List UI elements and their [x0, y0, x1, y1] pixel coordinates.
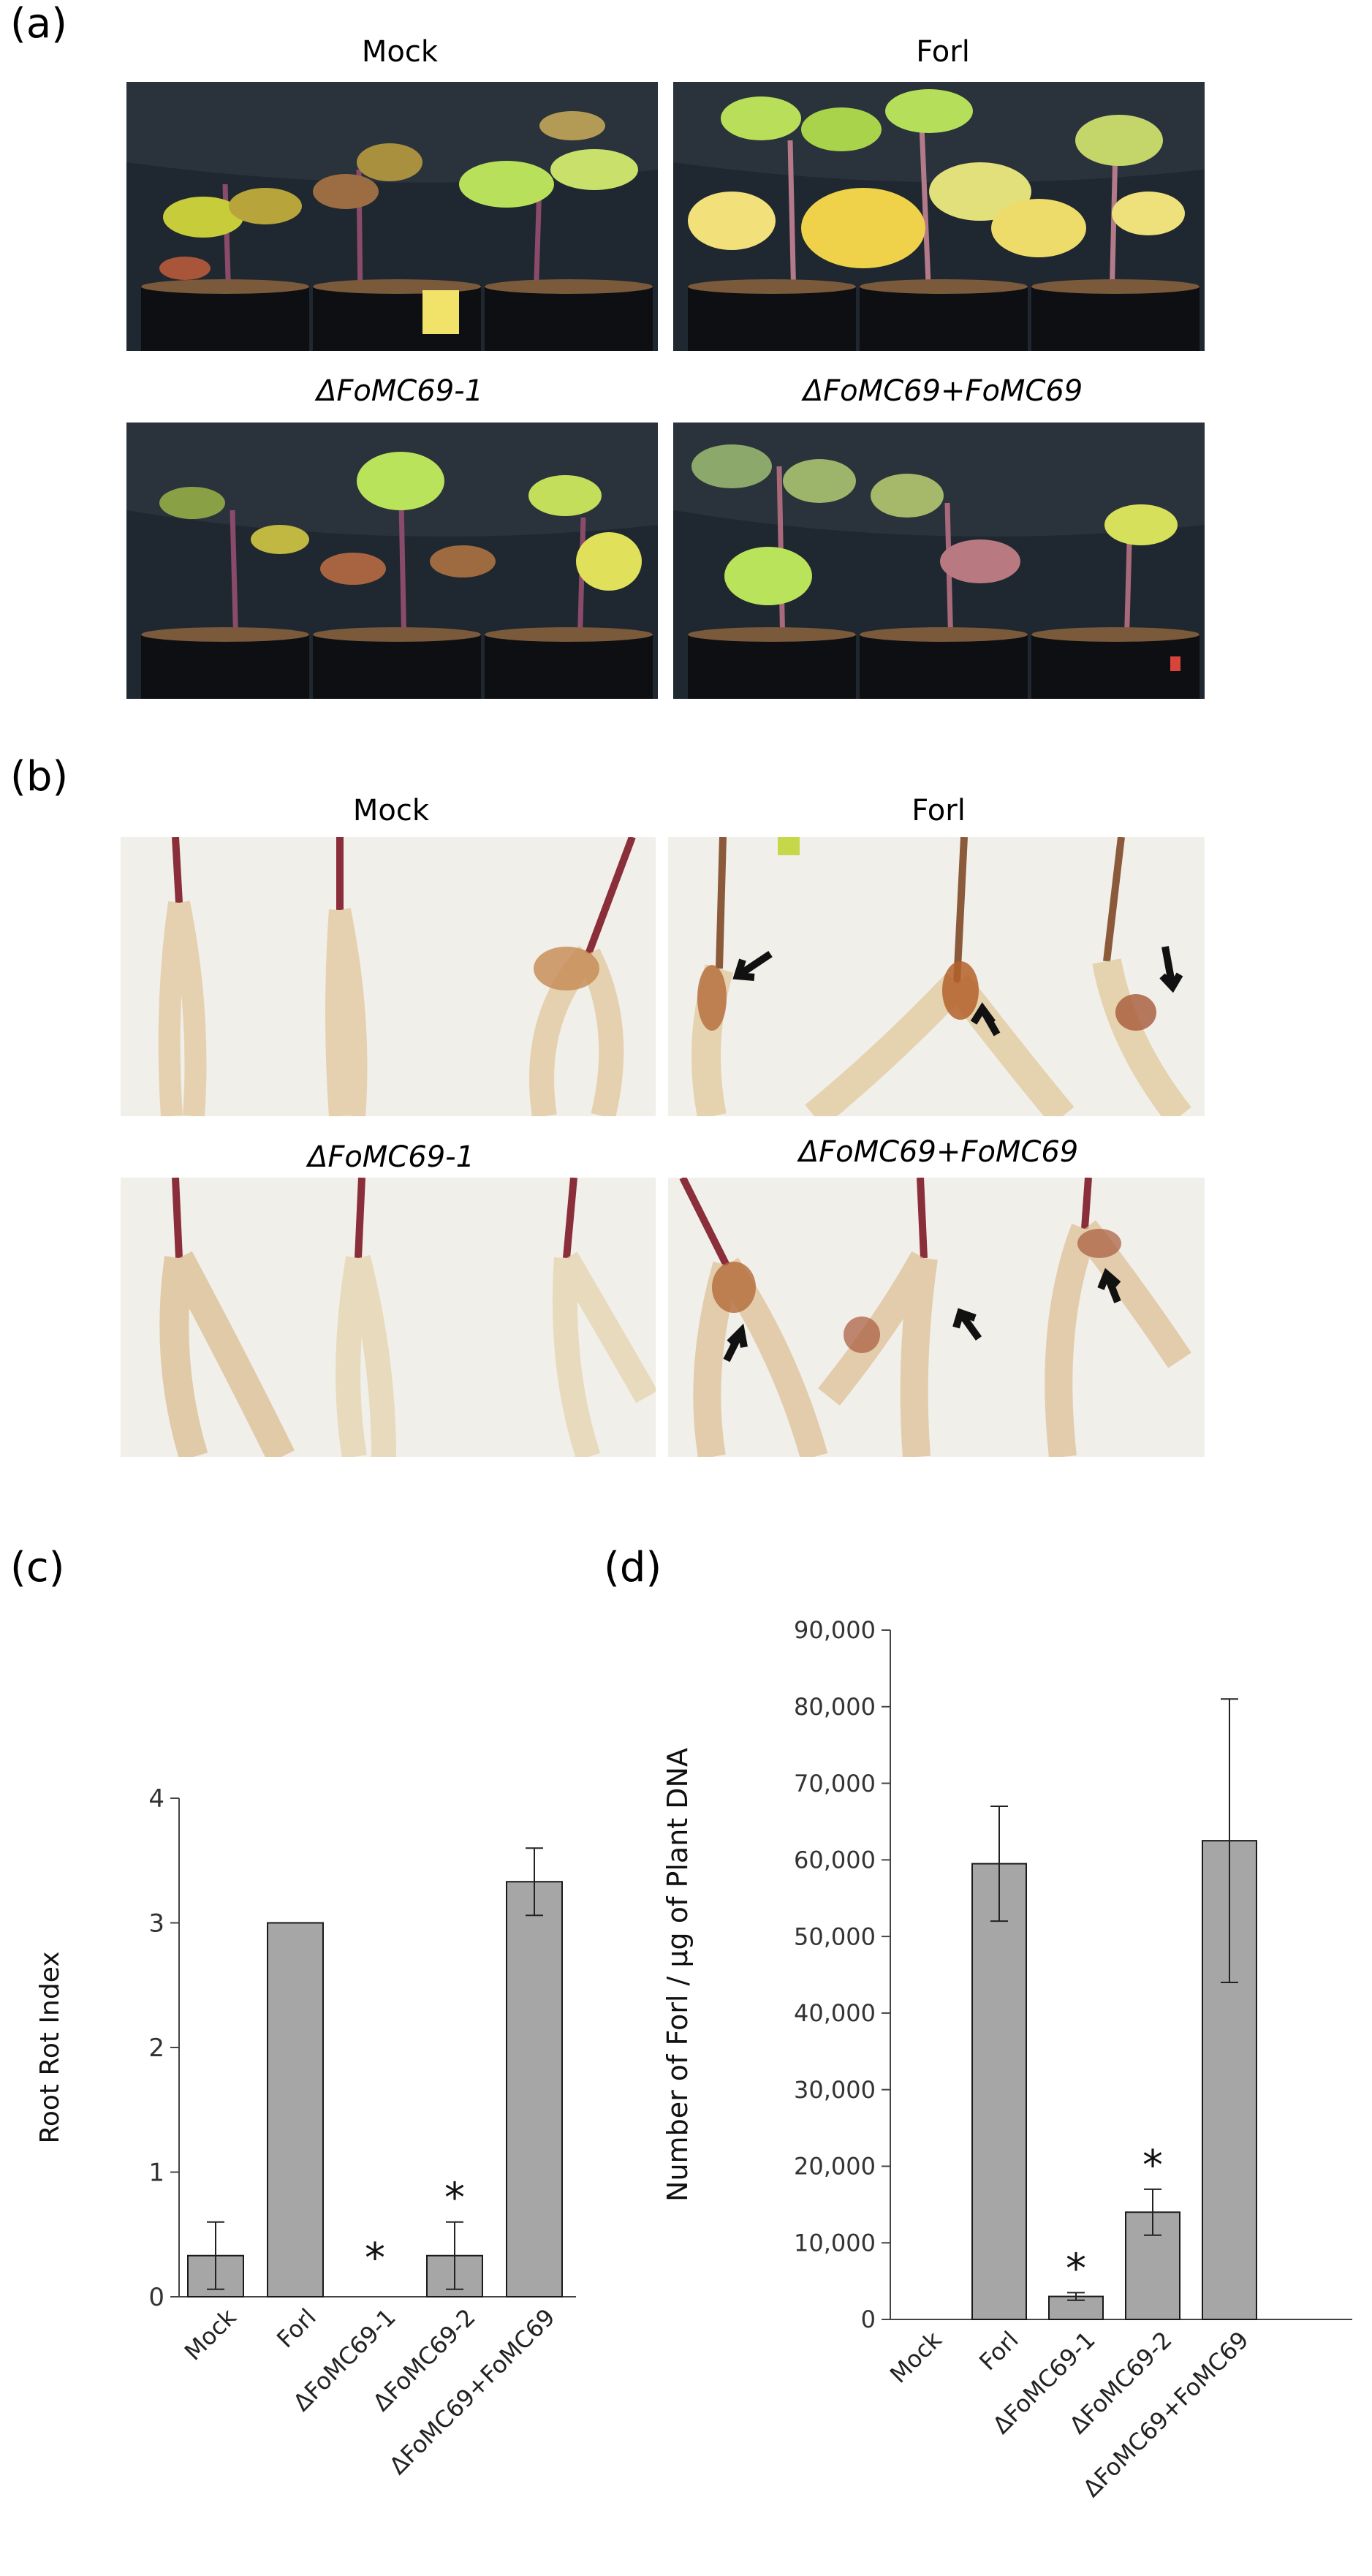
panel-d-letter: (d) [604, 1544, 662, 1591]
x-category-label: Forl [271, 2303, 322, 2354]
significance-star: * [444, 2175, 465, 2222]
bar [267, 1922, 324, 2297]
y-tick-label: 0 [861, 2306, 876, 2333]
plant-photo-forl [673, 82, 1205, 351]
significance-star: * [365, 2235, 385, 2282]
panel-b-label-dfomc69-1: ΔFoMC69-1 [307, 1140, 475, 1174]
panel-b-letter: (b) [10, 753, 69, 800]
bar [971, 1863, 1027, 2321]
y-tick-label: 4 [148, 1784, 164, 1814]
y-axis-title: Number of Forl / μg of Plant DNA [662, 1748, 694, 2202]
panel-b-label-mock: Mock [352, 794, 430, 827]
y-tick-label: 2 [148, 2034, 164, 2063]
plant-photo-complemented [673, 423, 1205, 699]
panel-b-label-complemented: ΔFoMC69+FoMC69 [798, 1135, 1079, 1169]
panel-a-label-complemented: ΔFoMC69+FoMC69 [803, 374, 1083, 408]
y-tick-label: 50,000 [794, 1922, 876, 1950]
chart-forl-dna: 0 10,000 20,000 30,000 40,000 50,000 60,000 70,… [662, 1616, 1352, 2502]
bar [506, 1881, 563, 2298]
root-photo-mock [121, 837, 656, 1116]
y-tick-label: 20,000 [794, 2153, 876, 2181]
y-tick-label: 60,000 [794, 1846, 876, 1874]
panel-c-letter: (c) [10, 1544, 65, 1591]
y-tick-label: 90,000 [794, 1616, 876, 1644]
root-photo-forl [668, 837, 1205, 1116]
y-tick-label: 0 [148, 2283, 164, 2312]
plant-photo-mock [126, 82, 658, 351]
y-tick-label: 40,000 [794, 1999, 876, 2027]
y-tick-label: 80,000 [794, 1693, 876, 1721]
significance-star: * [1066, 2245, 1086, 2292]
plant-photo-dfomc69-1 [126, 423, 658, 699]
y-tick-label: 3 [148, 1909, 164, 1938]
x-category-label: Forl [974, 2326, 1024, 2376]
significance-star: * [1142, 2142, 1163, 2189]
root-photo-dfomc69-1 [121, 1178, 656, 1457]
panel-a-label-dfomc69-1: ΔFoMC69-1 [316, 374, 484, 408]
x-category-label: Mock [179, 2303, 242, 2365]
y-tick-label: 30,000 [794, 2076, 876, 2104]
y-tick-label: 10,000 [794, 2229, 876, 2257]
x-category-label: Mock [884, 2325, 947, 2388]
y-tick-label: 1 [148, 2158, 164, 2187]
root-photo-complemented [668, 1178, 1205, 1457]
y-tick-label: 70,000 [794, 1770, 876, 1797]
panel-a-label-forl: Forl [916, 35, 970, 69]
panel-a-label-mock: Mock [361, 35, 439, 69]
panel-b-label-forl: Forl [911, 794, 966, 827]
panel-a-letter: (a) [10, 0, 68, 48]
y-axis-title: Root Rot Index [35, 1951, 65, 2143]
